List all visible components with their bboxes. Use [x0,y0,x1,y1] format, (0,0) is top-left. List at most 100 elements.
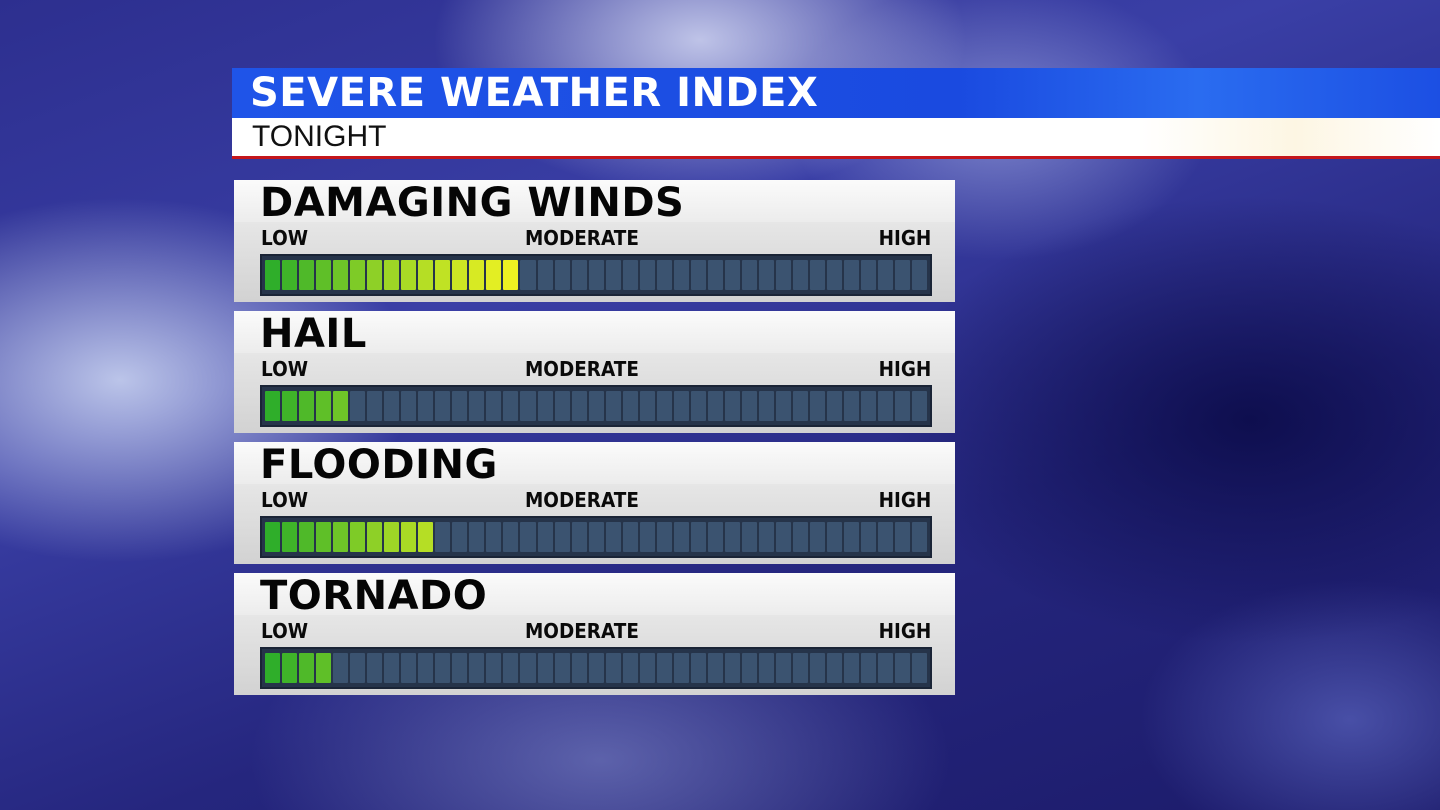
meter-segment-empty [775,391,791,421]
meter-segment-empty [775,653,791,683]
index-name: TORNADO [260,573,488,619]
meter-segment-empty [622,522,638,552]
meter-segment-empty [810,522,826,552]
meter-segment-filled [265,391,281,421]
index-header: FLOODING [234,442,955,488]
meter-segment-empty [520,653,536,683]
meter-segment-empty [861,653,877,683]
meter-segment-empty [503,391,519,421]
index-name: DAMAGING WINDS [260,180,685,226]
meter-segment-filled [486,260,502,290]
meter-segment-empty [707,522,723,552]
meter-segment-empty [775,522,791,552]
meter-segment-empty [878,260,894,290]
meter-segment-empty [673,391,689,421]
meter-segment-empty [827,391,843,421]
meter-segment-empty [690,653,706,683]
meter-segment-filled [265,653,281,683]
meter-segment-empty [878,522,894,552]
meter-segment-empty [520,522,536,552]
meter-segment-filled [316,653,332,683]
meter-segment-empty [827,522,843,552]
scale-moderate-label: MODERATE [525,357,639,381]
meter-segment-empty [486,653,502,683]
meter-segment-filled [333,522,349,552]
meter-segment-empty [844,260,860,290]
meter-segment-empty [895,653,911,683]
meter-segment-empty [571,260,587,290]
meter-segment-empty [452,391,468,421]
meter-segment-filled [469,260,485,290]
meter-segment-empty [912,522,928,552]
title-bar: SEVERE WEATHER INDEX [232,68,1440,118]
index-name: FLOODING [260,442,498,488]
meter-segment-empty [469,522,485,552]
meter-segment-empty [622,260,638,290]
meter-segment-empty [571,522,587,552]
meter-segment-empty [622,653,638,683]
meter-segment-empty [707,653,723,683]
index-panel-damaging-winds: DAMAGING WINDS LOW MODERATE HIGH [234,180,955,302]
meter-segment-empty [571,653,587,683]
meter-segment-filled [401,522,417,552]
meter-segment-empty [401,653,417,683]
meter-segment-filled [384,522,400,552]
meter-segment-empty [844,522,860,552]
index-header: TORNADO [234,573,955,619]
meter-segment-empty [810,653,826,683]
meter-segment-empty [622,391,638,421]
meter-segment-empty [827,653,843,683]
meter-segment-empty [333,653,349,683]
meter-segment-empty [861,522,877,552]
meter-segment-empty [588,653,604,683]
meter-segment-empty [367,391,383,421]
time-period-label: TONIGHT [252,120,387,153]
meter-segment-filled [282,653,298,683]
scale-low-label: LOW [261,226,309,250]
meter-segment-filled [316,391,332,421]
meter-segment-empty [912,260,928,290]
meter-segment-filled [299,260,315,290]
meter-segment-empty [775,260,791,290]
meter-segment-filled [282,260,298,290]
meter-segment-empty [758,391,774,421]
meter-segment-empty [673,522,689,552]
meter-segment-empty [707,391,723,421]
index-body: LOW MODERATE HIGH [234,222,955,302]
meter-segment-filled [282,391,298,421]
risk-meter [260,254,932,296]
meter-segment-empty [384,391,400,421]
meter-segment-filled [316,522,332,552]
meter-segment-empty [384,653,400,683]
meter-segment-empty [656,653,672,683]
scale-high-label: HIGH [878,357,931,381]
meter-segment-empty [537,391,553,421]
meter-segment-empty [639,522,655,552]
meter-segment-empty [367,653,383,683]
meter-segment-empty [639,391,655,421]
meter-segment-empty [554,653,570,683]
meter-segment-empty [758,522,774,552]
meter-segment-empty [792,260,808,290]
meter-segment-empty [878,653,894,683]
meter-segment-filled [333,260,349,290]
meter-segment-empty [401,391,417,421]
meter-segment-empty [724,522,740,552]
meter-segment-filled [350,522,366,552]
meter-segment-empty [350,391,366,421]
page-title: SEVERE WEATHER INDEX [250,70,819,116]
meter-segment-empty [588,522,604,552]
meter-segment-empty [503,653,519,683]
meter-segment-filled [333,391,349,421]
meter-segment-empty [690,391,706,421]
index-header: HAIL [234,311,955,357]
meter-segment-empty [827,260,843,290]
meter-segment-empty [844,391,860,421]
meter-segment-filled [401,260,417,290]
index-panel-hail: HAIL LOW MODERATE HIGH [234,311,955,433]
meter-segment-filled [503,260,519,290]
meter-segment-filled [418,260,434,290]
scale-low-label: LOW [261,488,309,512]
meter-segment-empty [418,391,434,421]
meter-segment-empty [520,260,536,290]
